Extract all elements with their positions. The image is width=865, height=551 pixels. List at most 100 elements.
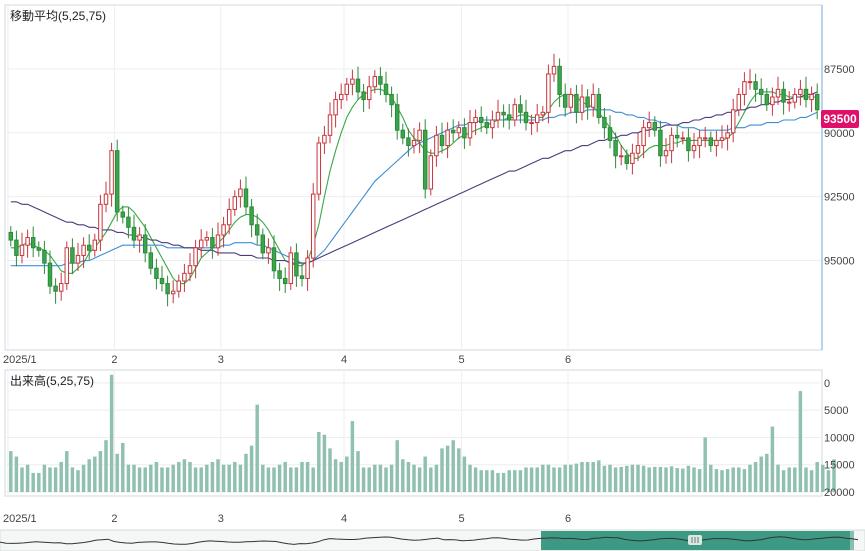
candle-body [484,122,490,129]
volume-bar [781,470,786,492]
candle-body [618,155,624,158]
x-tick-label: 6 [565,513,571,525]
price-tick-label: 92500 [824,192,855,204]
candle-body [25,237,30,246]
candle-body [271,247,277,272]
x-tick-label: 5 [459,513,465,525]
candlestick-series [8,53,820,307]
candle-body [635,145,641,154]
candle-body [579,96,585,113]
price-y-axis-ticks: 95000 92500 90000 87500 [824,64,855,268]
volume-bar [367,467,371,492]
candle-body [534,114,540,124]
volume-bar [132,464,136,492]
candle-body [590,93,596,108]
volume-bar [59,462,63,492]
volume-bar [361,467,366,492]
volume-bar [501,472,506,492]
candle-body [327,114,333,136]
candle-body [495,111,501,121]
candle-body [523,111,529,124]
volume-bar [76,470,80,492]
volume-bar [294,467,299,492]
volume-bar [703,437,707,492]
volume-bar [37,472,41,492]
x-tick-label: 2025/1 [3,354,37,366]
candle-body [714,139,719,147]
current-price-badge[interactable]: 93500 [821,110,859,128]
candle-body [624,155,630,164]
volume-bar [272,467,276,492]
candle-body [19,244,25,256]
volume-bar [356,451,360,492]
candle-body [775,88,781,98]
volume-bar [541,464,545,492]
volume-bar [490,470,495,492]
volume-bar [48,467,52,492]
volume-bar [249,445,254,492]
candle-body [518,104,523,113]
volume-bar [737,467,741,492]
candle-body [254,224,260,236]
candle-body [501,111,506,116]
candle-body [322,134,327,144]
range-navigator[interactable] [0,529,865,551]
volume-bar [98,451,103,492]
candle-body [249,206,254,226]
volume-bar [109,374,114,492]
candle-body [176,280,182,292]
candle-body [753,81,758,90]
candle-body [366,86,372,101]
volume-bar [423,456,427,492]
volume-tick-label: 5000 [824,405,848,417]
volume-bar [552,467,556,492]
candle-body [585,96,590,108]
volume-bar [473,467,478,492]
candle-body [114,150,120,213]
volume-bar [770,426,775,492]
volume-tick-label: 0 [824,378,830,390]
navigator-handle[interactable] [688,535,702,545]
volume-bar [765,453,769,492]
volume-bar [759,456,763,492]
volume-bar [277,464,282,492]
price-x-axis-labels: 2025/1 2 3 4 5 6 [3,354,571,366]
volume-bar [171,464,175,492]
candle-body [781,88,786,103]
volume-bar [753,462,758,492]
volume-bar [322,434,327,492]
candle-body [428,155,434,190]
volume-bar-series [9,374,836,492]
candle-body [53,285,58,292]
volume-bar [496,472,500,492]
volume-bar [462,456,467,492]
volume-bar [14,456,19,492]
volume-bar [518,470,523,492]
volume-bar [339,462,343,492]
candle-body [809,93,814,101]
volume-bar [244,453,248,492]
volume-tick-label: 15000 [824,460,855,472]
volume-bar [535,467,539,492]
volume-bar [697,469,702,492]
volume-bar [821,464,825,492]
volume-bar [731,467,735,492]
volume-bar [793,467,797,492]
navigator-price-line [0,536,859,545]
candle-body [456,127,462,134]
volume-bar [126,464,131,492]
candle-body [736,93,742,111]
x-tick-label: 2 [111,354,117,366]
candle-body [439,134,445,147]
candle-body [450,129,456,134]
candle-body [613,139,618,157]
candle-body [506,114,512,121]
volume-bar [597,460,601,492]
volume-bar [389,464,394,492]
volume-bar [776,464,780,492]
candle-body [658,129,663,157]
candle-body [596,93,602,118]
candle-body [243,188,249,208]
volume-bar [686,465,691,492]
volume-bar [81,464,86,492]
